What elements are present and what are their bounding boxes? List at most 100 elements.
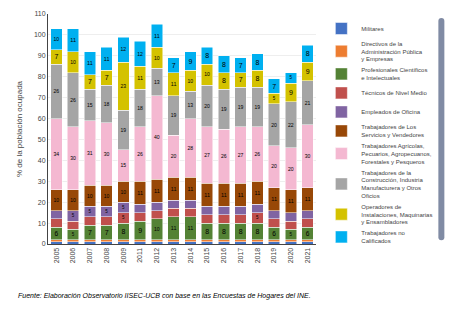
svg-text:10: 10	[87, 193, 93, 199]
svg-text:26: 26	[54, 88, 60, 94]
svg-text:Empleados de Oficina: Empleados de Oficina	[361, 109, 420, 115]
svg-text:34: 34	[54, 151, 60, 157]
svg-text:8: 8	[121, 228, 125, 235]
svg-text:5: 5	[72, 232, 75, 237]
svg-text:11: 11	[221, 192, 227, 198]
svg-text:7: 7	[105, 229, 109, 236]
svg-text:Trabajadores noCalificados: Trabajadores noCalificados	[361, 230, 405, 244]
svg-text:18: 18	[104, 101, 110, 107]
svg-text:2018: 2018	[254, 248, 261, 264]
svg-text:5: 5	[122, 215, 125, 220]
svg-text:9: 9	[138, 227, 142, 234]
svg-text:7: 7	[239, 62, 243, 69]
svg-text:20: 20	[204, 103, 210, 109]
svg-text:8: 8	[239, 228, 243, 235]
svg-text:8: 8	[222, 61, 226, 68]
svg-text:11: 11	[154, 33, 160, 39]
svg-text:11: 11	[137, 190, 143, 196]
svg-text:7: 7	[54, 53, 58, 60]
svg-text:10: 10	[188, 78, 194, 84]
svg-text:2020: 2020	[287, 248, 294, 264]
svg-text:90: 90	[38, 52, 46, 59]
svg-text:11: 11	[204, 192, 210, 198]
svg-text:11: 11	[271, 196, 277, 202]
svg-text:9: 9	[188, 58, 192, 65]
svg-text:% de la población ocupada: % de la población ocupada	[15, 80, 24, 177]
svg-text:11: 11	[70, 37, 76, 43]
svg-text:26: 26	[137, 151, 143, 157]
svg-text:7: 7	[239, 76, 243, 83]
svg-text:5: 5	[72, 213, 75, 218]
svg-text:10: 10	[121, 189, 127, 195]
svg-text:Trabajadores de laConstrucción: Trabajadores de laConstrucción, Industri…	[361, 170, 423, 199]
svg-text:11: 11	[188, 225, 194, 231]
svg-text:11: 11	[188, 186, 194, 192]
svg-text:12: 12	[137, 51, 143, 57]
svg-text:8: 8	[222, 228, 226, 235]
svg-text:5: 5	[89, 209, 92, 214]
svg-text:13: 13	[154, 79, 160, 85]
svg-text:Operadores deInstalaciones, Ma: Operadores deInstalaciones, Maquinariasy…	[361, 204, 432, 226]
svg-text:7: 7	[172, 62, 176, 69]
svg-text:28: 28	[188, 145, 194, 151]
svg-text:2009: 2009	[120, 248, 127, 264]
svg-text:27: 27	[204, 152, 210, 158]
svg-text:2015: 2015	[203, 248, 210, 264]
svg-text:20: 20	[271, 163, 277, 169]
svg-text:2014: 2014	[187, 248, 194, 264]
svg-text:5: 5	[256, 215, 259, 220]
svg-text:40: 40	[38, 157, 46, 164]
svg-text:8: 8	[205, 52, 209, 59]
svg-text:7: 7	[88, 78, 92, 85]
svg-text:0: 0	[42, 240, 46, 247]
svg-text:Directivos de laAdministración: Directivos de laAdministración Públicay …	[361, 41, 422, 63]
svg-text:10: 10	[104, 193, 110, 199]
svg-text:19: 19	[121, 127, 127, 133]
svg-text:23: 23	[121, 83, 127, 89]
svg-text:Trabajadores Agrícolas,Pecuari: Trabajadores Agrícolas,Pecuarios, Agrope…	[361, 143, 431, 165]
svg-text:13: 13	[188, 102, 194, 108]
svg-text:30: 30	[104, 151, 110, 157]
svg-text:26: 26	[70, 97, 76, 103]
svg-text:7: 7	[272, 83, 276, 90]
svg-text:11: 11	[87, 60, 93, 66]
svg-text:30: 30	[305, 153, 311, 159]
svg-text:Fuente: Elaboración Observator: Fuente: Elaboración Observatorio IISEC-U…	[18, 292, 311, 300]
svg-text:2005: 2005	[53, 248, 60, 264]
svg-text:2016: 2016	[220, 248, 227, 264]
svg-text:7: 7	[105, 74, 109, 81]
svg-text:11: 11	[171, 186, 177, 192]
svg-text:11: 11	[305, 196, 311, 202]
svg-text:10: 10	[154, 226, 160, 232]
svg-text:Profesionales Científicose Int: Profesionales Científicose Intelectuales	[361, 67, 427, 81]
svg-text:21: 21	[305, 100, 311, 106]
svg-text:26: 26	[255, 151, 261, 157]
svg-text:110: 110	[34, 10, 45, 17]
svg-text:8: 8	[255, 75, 259, 82]
svg-text:11: 11	[255, 190, 261, 196]
svg-text:11: 11	[154, 188, 160, 194]
svg-text:10: 10	[54, 197, 60, 203]
svg-text:10: 10	[154, 55, 160, 61]
svg-text:8: 8	[255, 59, 259, 66]
svg-text:Trabajadores de LosServicios y: Trabajadores de LosServicios y Vendedore…	[361, 124, 424, 138]
svg-text:2012: 2012	[153, 248, 160, 264]
svg-text:27: 27	[238, 152, 244, 158]
svg-text:19: 19	[238, 104, 244, 110]
svg-text:11: 11	[288, 198, 294, 204]
svg-text:26: 26	[221, 153, 227, 159]
svg-text:30: 30	[70, 155, 76, 161]
svg-text:2021: 2021	[304, 248, 311, 264]
svg-text:Técnicos de Nivel Medio: Técnicos de Nivel Medio	[361, 90, 427, 96]
svg-text:5: 5	[122, 205, 125, 210]
svg-text:19: 19	[255, 104, 261, 110]
svg-text:6: 6	[306, 230, 310, 237]
svg-text:2006: 2006	[69, 248, 76, 264]
svg-text:10: 10	[70, 197, 76, 203]
svg-text:2011: 2011	[136, 248, 143, 263]
svg-text:20: 20	[38, 199, 46, 206]
svg-text:2017: 2017	[237, 248, 244, 264]
svg-text:30: 30	[38, 178, 46, 185]
svg-text:31: 31	[87, 150, 93, 156]
svg-text:20: 20	[288, 166, 294, 172]
